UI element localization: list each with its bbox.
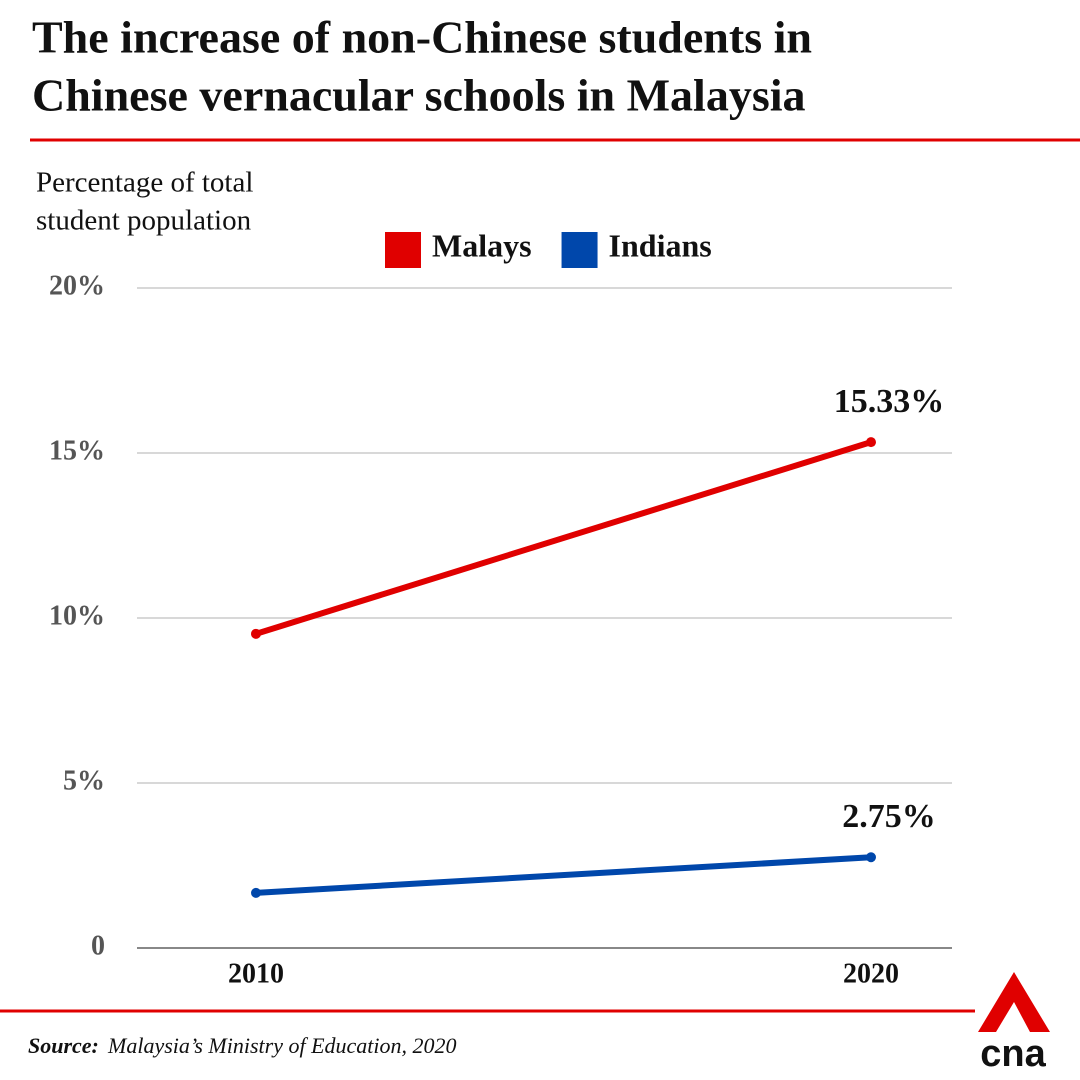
source: Malaysia’s Ministry of Education, 2020 xyxy=(107,1033,457,1058)
point xyxy=(251,628,261,639)
line xyxy=(255,439,872,637)
y-tick-label: 5% xyxy=(63,765,105,796)
y-tick-label: 10% xyxy=(49,600,105,631)
legend-swatch xyxy=(561,232,598,268)
y-axis-label: student population xyxy=(36,205,252,237)
y-tick-label: 20% xyxy=(49,270,105,301)
value-label: 15.33% xyxy=(834,383,945,420)
x-tick-label: 2010 xyxy=(228,958,284,989)
y-axis-label: Percentage of total xyxy=(36,167,253,199)
chart-title: Chinese vernacular schools in Malaysia xyxy=(32,70,806,121)
logo: cna xyxy=(978,972,1050,1075)
line xyxy=(255,854,872,896)
logo-text: cna xyxy=(980,1033,1046,1075)
point xyxy=(251,887,261,898)
source-label: Source: xyxy=(28,1033,99,1058)
point xyxy=(866,437,876,448)
legend-label: Malays xyxy=(432,227,532,263)
y-tick-label: 15% xyxy=(49,435,105,466)
value-label: 2.75% xyxy=(842,798,936,835)
point xyxy=(866,852,876,863)
logo-mark xyxy=(978,972,1050,1032)
legend-swatch xyxy=(385,232,421,268)
x-tick-label: 2020 xyxy=(843,958,899,989)
y-tick-label: 0 xyxy=(91,930,105,961)
legend-label: Indians xyxy=(609,227,712,263)
chart-title: The increase of non-Chinese students in xyxy=(32,12,812,63)
